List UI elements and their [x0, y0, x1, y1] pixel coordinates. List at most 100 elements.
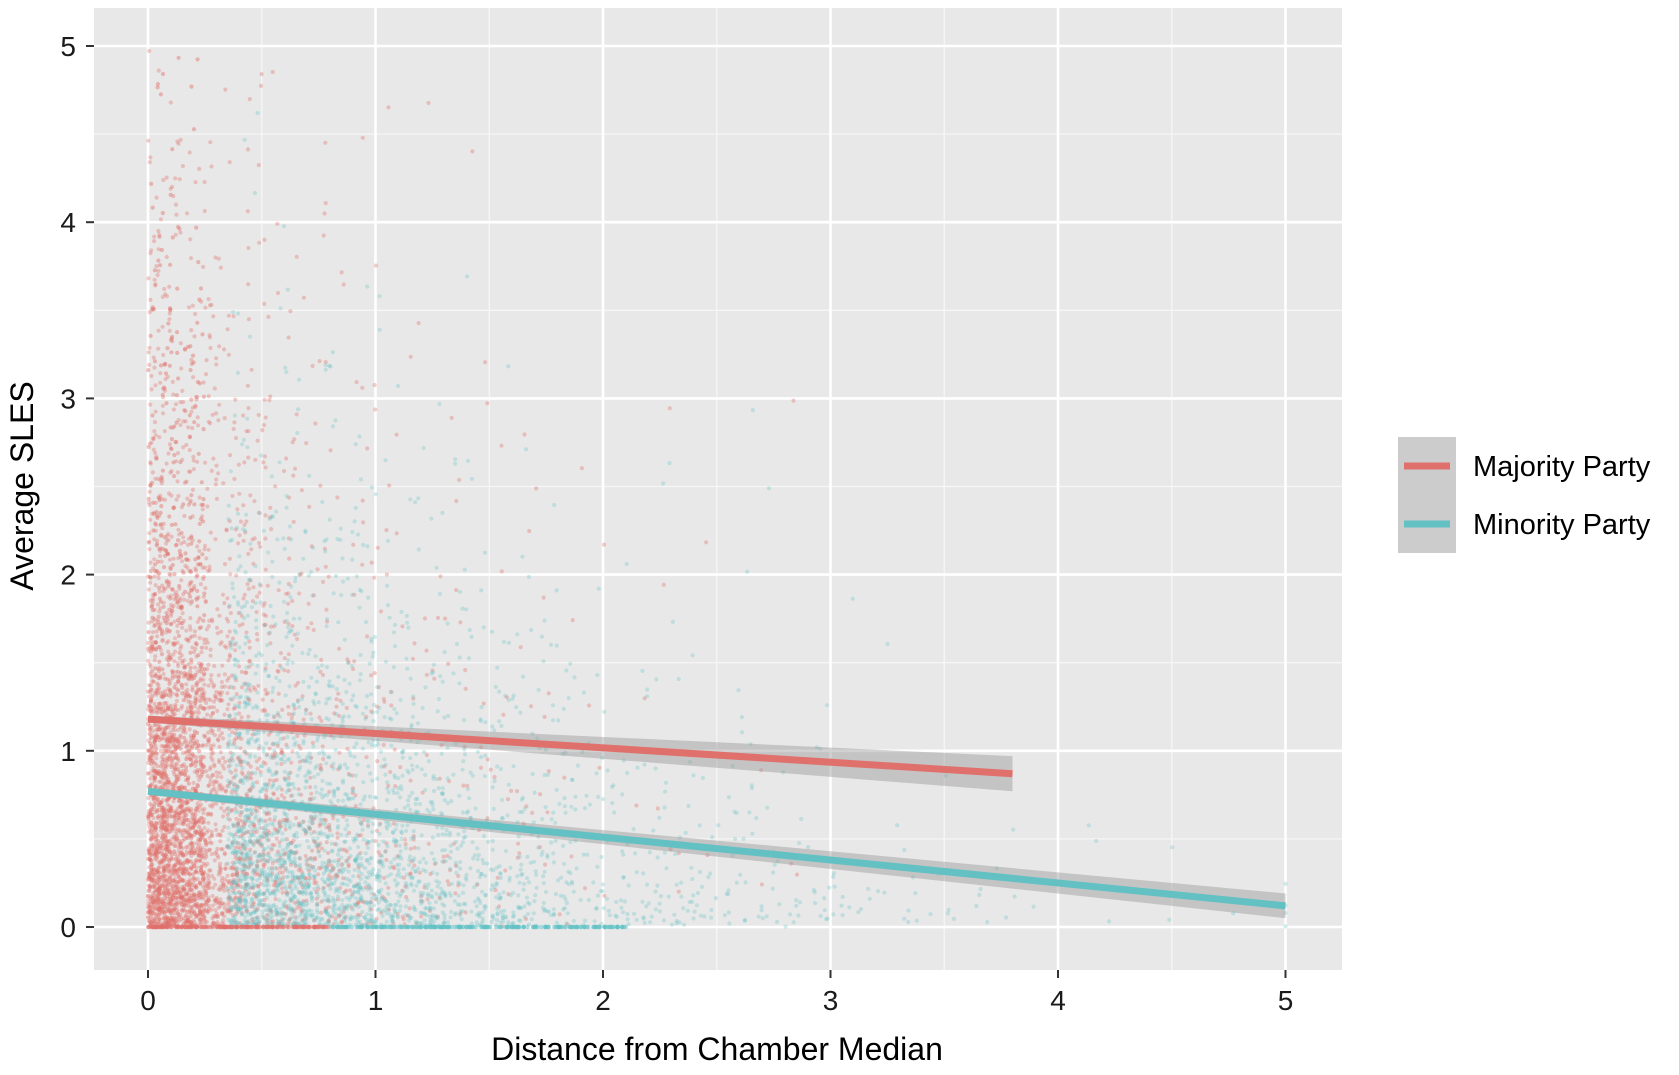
majority-point	[175, 869, 180, 874]
majority-point	[154, 756, 159, 761]
minority-point	[382, 715, 387, 720]
minority-point	[241, 891, 246, 896]
minority-point	[407, 857, 412, 863]
majority-point	[153, 528, 158, 533]
majority-point	[176, 604, 181, 610]
minority-point	[338, 526, 343, 531]
majority-point	[166, 862, 171, 867]
majority-point	[175, 640, 180, 645]
majority-point	[170, 894, 175, 899]
majority-point	[150, 601, 155, 607]
majority-point	[570, 618, 575, 623]
minority-point	[451, 772, 456, 777]
minority-point	[549, 817, 554, 822]
majority-point	[278, 651, 284, 656]
majority-point	[668, 847, 673, 852]
majority-point	[265, 583, 270, 588]
minority-point	[606, 908, 611, 914]
majority-point	[172, 916, 177, 921]
majority-point	[155, 844, 160, 849]
majority-point	[179, 764, 184, 769]
minority-point	[445, 776, 450, 781]
minority-point	[301, 738, 306, 744]
minority-point	[283, 365, 288, 370]
minority-point	[481, 625, 486, 630]
minority-point	[578, 898, 583, 903]
majority-point	[154, 264, 159, 269]
minority-point	[709, 908, 714, 913]
majority-point	[243, 670, 248, 675]
majority-point	[200, 743, 205, 749]
majority-point	[244, 519, 249, 524]
majority-point	[249, 547, 254, 552]
majority-point	[212, 699, 217, 704]
minority-point	[339, 832, 344, 837]
majority-point	[206, 881, 211, 887]
minority-point	[822, 896, 827, 901]
majority-point	[246, 586, 251, 592]
minority-point	[392, 644, 398, 649]
majority-point	[204, 769, 209, 774]
majority-point	[388, 769, 393, 775]
minority-point	[254, 625, 259, 630]
majority-point	[177, 894, 182, 899]
majority-point	[233, 527, 238, 532]
minority-point	[621, 875, 626, 880]
majority-point	[167, 739, 172, 744]
majority-point	[360, 562, 365, 567]
majority-point	[186, 425, 191, 430]
minority-point	[465, 809, 471, 814]
majority-point	[163, 855, 168, 860]
majority-point	[200, 743, 206, 748]
minority-point	[347, 773, 352, 778]
minority-point	[230, 310, 236, 315]
minority-point	[514, 705, 519, 710]
majority-point	[239, 669, 244, 675]
minority-point	[620, 792, 625, 797]
minority-point	[483, 873, 488, 879]
majority-point	[542, 714, 547, 720]
majority-point	[148, 756, 153, 761]
minority-point	[542, 618, 547, 623]
minority-point	[570, 777, 575, 783]
minority-point	[238, 610, 243, 616]
minority-point	[657, 815, 662, 820]
minority-point	[885, 641, 890, 647]
majority-point	[335, 495, 340, 500]
majority-point	[280, 870, 285, 875]
majority-point	[245, 793, 250, 798]
majority-point	[152, 658, 157, 663]
majority-point	[163, 726, 168, 731]
majority-point	[182, 658, 187, 663]
majority-point	[382, 699, 387, 704]
majority-point	[261, 865, 266, 870]
minority-point	[895, 823, 900, 828]
minority-point	[421, 856, 426, 861]
majority-point	[194, 394, 199, 400]
majority-point	[221, 814, 226, 819]
minority-point	[314, 814, 319, 819]
majority-point	[192, 584, 197, 589]
majority-point	[243, 904, 248, 909]
minority-point	[369, 891, 374, 896]
majority-point	[222, 672, 227, 677]
majority-point	[147, 547, 152, 552]
minority-point	[394, 890, 399, 895]
majority-point	[209, 841, 214, 846]
minority-point	[738, 872, 743, 877]
majority-point	[202, 879, 207, 885]
minority-point	[453, 839, 459, 845]
majority-point	[188, 568, 193, 574]
minority-point	[1012, 894, 1017, 899]
minority-point	[253, 671, 258, 676]
minority-point	[442, 798, 447, 803]
majority-point	[463, 686, 468, 691]
minority-point	[666, 894, 671, 899]
majority-point	[153, 673, 158, 678]
minority-point	[351, 889, 356, 895]
majority-point	[454, 498, 459, 504]
majority-point	[214, 789, 219, 795]
minority-point	[265, 832, 271, 837]
minority-point	[264, 741, 269, 746]
majority-point	[190, 813, 195, 818]
